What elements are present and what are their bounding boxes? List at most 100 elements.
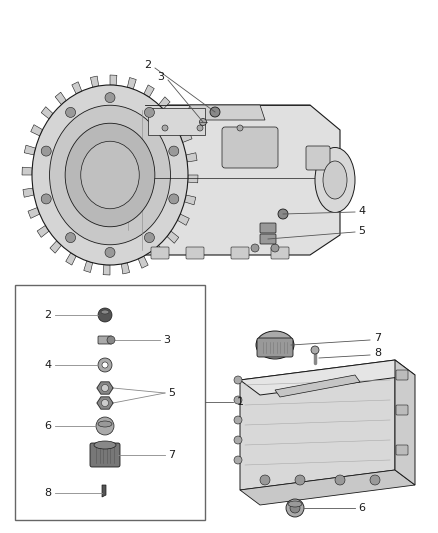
- Text: 3: 3: [158, 72, 165, 82]
- Polygon shape: [167, 231, 179, 243]
- Circle shape: [169, 194, 179, 204]
- Polygon shape: [90, 76, 99, 87]
- Circle shape: [66, 107, 76, 117]
- FancyBboxPatch shape: [15, 285, 205, 520]
- Text: 4: 4: [358, 206, 366, 216]
- Circle shape: [271, 244, 279, 252]
- FancyBboxPatch shape: [98, 336, 112, 344]
- Polygon shape: [395, 360, 415, 485]
- Text: 2: 2: [145, 60, 152, 70]
- FancyBboxPatch shape: [90, 443, 120, 467]
- Polygon shape: [110, 105, 340, 255]
- Polygon shape: [121, 263, 130, 274]
- Circle shape: [290, 503, 300, 513]
- Circle shape: [169, 146, 179, 156]
- Circle shape: [260, 475, 270, 485]
- FancyBboxPatch shape: [271, 247, 289, 259]
- Circle shape: [199, 118, 206, 125]
- Circle shape: [102, 362, 108, 368]
- Polygon shape: [102, 485, 106, 497]
- Ellipse shape: [32, 85, 188, 265]
- Polygon shape: [186, 153, 197, 162]
- FancyBboxPatch shape: [186, 247, 204, 259]
- Polygon shape: [66, 253, 76, 265]
- Text: 4: 4: [44, 360, 52, 370]
- Ellipse shape: [315, 148, 355, 213]
- Circle shape: [295, 475, 305, 485]
- Text: 1: 1: [237, 397, 244, 407]
- Circle shape: [102, 400, 109, 407]
- Polygon shape: [177, 214, 189, 225]
- Ellipse shape: [81, 141, 139, 209]
- Text: 5: 5: [358, 226, 365, 236]
- FancyBboxPatch shape: [396, 445, 408, 455]
- Polygon shape: [84, 261, 93, 272]
- FancyBboxPatch shape: [222, 127, 278, 168]
- Polygon shape: [188, 175, 198, 183]
- Ellipse shape: [98, 421, 112, 427]
- Circle shape: [96, 417, 114, 435]
- FancyBboxPatch shape: [257, 338, 293, 357]
- Circle shape: [234, 376, 242, 384]
- Ellipse shape: [101, 310, 109, 314]
- Polygon shape: [144, 85, 154, 97]
- Text: 2: 2: [44, 310, 52, 320]
- Circle shape: [197, 125, 203, 131]
- Polygon shape: [50, 241, 61, 253]
- Circle shape: [234, 416, 242, 424]
- Text: 6: 6: [358, 503, 365, 513]
- Polygon shape: [97, 397, 113, 409]
- Circle shape: [98, 358, 112, 372]
- FancyBboxPatch shape: [260, 234, 276, 244]
- Circle shape: [278, 209, 288, 219]
- Circle shape: [105, 247, 115, 257]
- Circle shape: [251, 244, 259, 252]
- Polygon shape: [28, 207, 40, 219]
- Polygon shape: [72, 82, 82, 94]
- Text: 8: 8: [44, 488, 52, 498]
- Polygon shape: [55, 92, 66, 104]
- Polygon shape: [240, 360, 395, 490]
- Polygon shape: [41, 107, 53, 119]
- Circle shape: [234, 396, 242, 404]
- Text: 7: 7: [169, 450, 176, 460]
- FancyBboxPatch shape: [151, 247, 169, 259]
- Polygon shape: [37, 225, 49, 237]
- FancyBboxPatch shape: [260, 223, 276, 233]
- Polygon shape: [185, 105, 265, 120]
- Polygon shape: [184, 195, 196, 205]
- Text: 8: 8: [374, 348, 381, 358]
- Text: 6: 6: [45, 421, 52, 431]
- Polygon shape: [180, 132, 192, 142]
- Circle shape: [102, 384, 109, 392]
- Polygon shape: [23, 188, 34, 197]
- Circle shape: [162, 125, 168, 131]
- Polygon shape: [127, 77, 136, 89]
- Text: 3: 3: [163, 335, 170, 345]
- Text: 7: 7: [374, 333, 381, 343]
- Circle shape: [210, 107, 220, 117]
- Polygon shape: [31, 125, 42, 136]
- Polygon shape: [103, 265, 110, 275]
- Circle shape: [234, 436, 242, 444]
- Ellipse shape: [49, 105, 170, 245]
- Polygon shape: [24, 145, 35, 155]
- Polygon shape: [159, 97, 170, 109]
- Polygon shape: [154, 245, 165, 258]
- Circle shape: [66, 232, 76, 243]
- Ellipse shape: [65, 123, 155, 227]
- Polygon shape: [22, 167, 32, 175]
- Polygon shape: [97, 382, 113, 394]
- Polygon shape: [240, 360, 415, 395]
- Text: 5: 5: [169, 388, 176, 398]
- Circle shape: [286, 499, 304, 517]
- FancyBboxPatch shape: [396, 405, 408, 415]
- Ellipse shape: [288, 501, 302, 507]
- Circle shape: [311, 346, 319, 354]
- Circle shape: [145, 232, 155, 243]
- FancyBboxPatch shape: [396, 370, 408, 380]
- Circle shape: [107, 336, 115, 344]
- Polygon shape: [148, 108, 205, 135]
- Circle shape: [98, 308, 112, 322]
- Polygon shape: [171, 112, 183, 125]
